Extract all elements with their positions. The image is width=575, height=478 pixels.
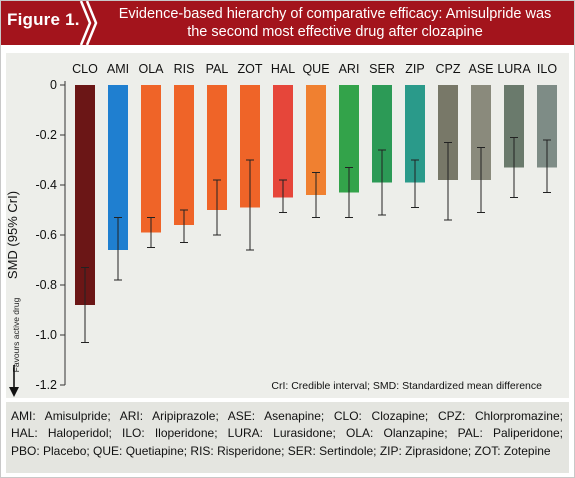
error-bar-pal <box>213 179 221 236</box>
error-bar-cpz <box>444 142 452 221</box>
y-tick-label: -0.8 <box>35 278 57 292</box>
error-bar-que <box>312 172 320 218</box>
y-tick-label: -1.2 <box>35 378 57 392</box>
y-tick-layer: 0 -0.2 -0.4 -0.6 -0.8 -1.0 -1.2 <box>35 78 65 392</box>
footnote-panel <box>6 402 569 473</box>
bar-ase <box>471 85 491 180</box>
footnote-line: HAL: Haloperidol; ILO: Iloperidone; LURA… <box>11 426 563 441</box>
category-label: PAL <box>206 62 229 76</box>
bar-lura <box>504 85 524 168</box>
footnote-line: PBO: Placebo; QUE: Quetiapine; RIS: Risp… <box>11 443 551 458</box>
bar-ari <box>339 85 359 193</box>
y-tick-label: -0.2 <box>35 128 57 142</box>
error-bar-ris <box>180 209 188 243</box>
category-label: HAL <box>271 62 295 76</box>
bar-ola <box>141 85 161 233</box>
error-bar-layer <box>81 137 551 343</box>
error-bar-zip <box>411 159 419 208</box>
chart-annotation: CrI: Credible interval; SMD: Standardize… <box>271 380 542 392</box>
error-bar-ilo <box>543 139 551 193</box>
category-label: LURA <box>497 62 531 76</box>
category-label: ARI <box>339 62 360 76</box>
error-bar-ari <box>345 167 353 218</box>
error-bar-ase <box>477 147 485 213</box>
y-tick-label: -1.0 <box>35 328 57 342</box>
bar-clo <box>75 85 95 305</box>
category-label-layer: CLO AMI OLA RIS PAL ZOT HAL QUE ARI SER ZIP CPZ ASE L… <box>72 62 557 76</box>
category-label: RIS <box>174 62 195 76</box>
error-bar-ser <box>378 149 386 216</box>
error-bar-hal <box>279 179 287 213</box>
category-label: CPZ <box>436 62 461 76</box>
figure-title-line-1: Evidence-based hierarchy of comparative … <box>118 6 552 22</box>
favours-active-drug-note: Favours active drug <box>11 297 21 372</box>
category-label: ZOT <box>238 62 263 76</box>
figure-title-line-2: the second most effective drug after clo… <box>187 24 483 40</box>
error-bar-lura <box>510 137 518 198</box>
bar-ris <box>174 85 194 225</box>
category-label: CLO <box>72 62 98 76</box>
category-label: AMI <box>107 62 129 76</box>
category-label: QUE <box>302 62 329 76</box>
y-axis-label: SMD (95% CrI) <box>5 191 20 279</box>
bar-hal <box>273 85 293 198</box>
bar-ilo <box>537 85 557 168</box>
bar-ser <box>372 85 392 183</box>
figure-title: Evidence-based hierarchy of comparative … <box>105 5 565 41</box>
chevron-decoration-icon <box>79 1 98 45</box>
bar-chart: 0 -0.2 -0.4 -0.6 -0.8 -1.0 -1.2 CLO AMI OLA RIS PA… <box>5 62 557 397</box>
bar-que <box>306 85 326 195</box>
figure-label: Figure 1. <box>7 10 80 29</box>
category-label: ZIP <box>405 62 424 76</box>
bar-zip <box>405 85 425 183</box>
abbreviations-footnote: AMI: Amisulpride; ARI: Aripiprazole; ASE… <box>11 408 563 460</box>
category-label: ILO <box>537 62 557 76</box>
error-bar-clo <box>81 267 89 343</box>
y-tick-label: -0.6 <box>35 228 57 242</box>
bar-zot <box>240 85 260 208</box>
bar-pal <box>207 85 227 210</box>
footnote-line: AMI: Amisulpride; ARI: Aripiprazole; ASE… <box>11 409 563 423</box>
error-bar-ola <box>147 217 155 248</box>
category-label: OLA <box>138 62 164 76</box>
figure-header: Figure 1. Evidence-based hierarchy of co… <box>1 1 574 45</box>
error-bar-zot <box>246 159 254 251</box>
category-label: ASE <box>468 62 493 76</box>
bar-layer <box>75 85 557 305</box>
error-bar-ami <box>114 217 122 281</box>
category-label: SER <box>369 62 395 76</box>
bar-ami <box>108 85 128 250</box>
figure-badge: Figure 1. <box>1 1 98 45</box>
bar-cpz <box>438 85 458 180</box>
down-arrow-icon <box>9 365 19 397</box>
y-tick-label: -0.4 <box>35 178 57 192</box>
y-tick-label: 0 <box>50 78 57 92</box>
